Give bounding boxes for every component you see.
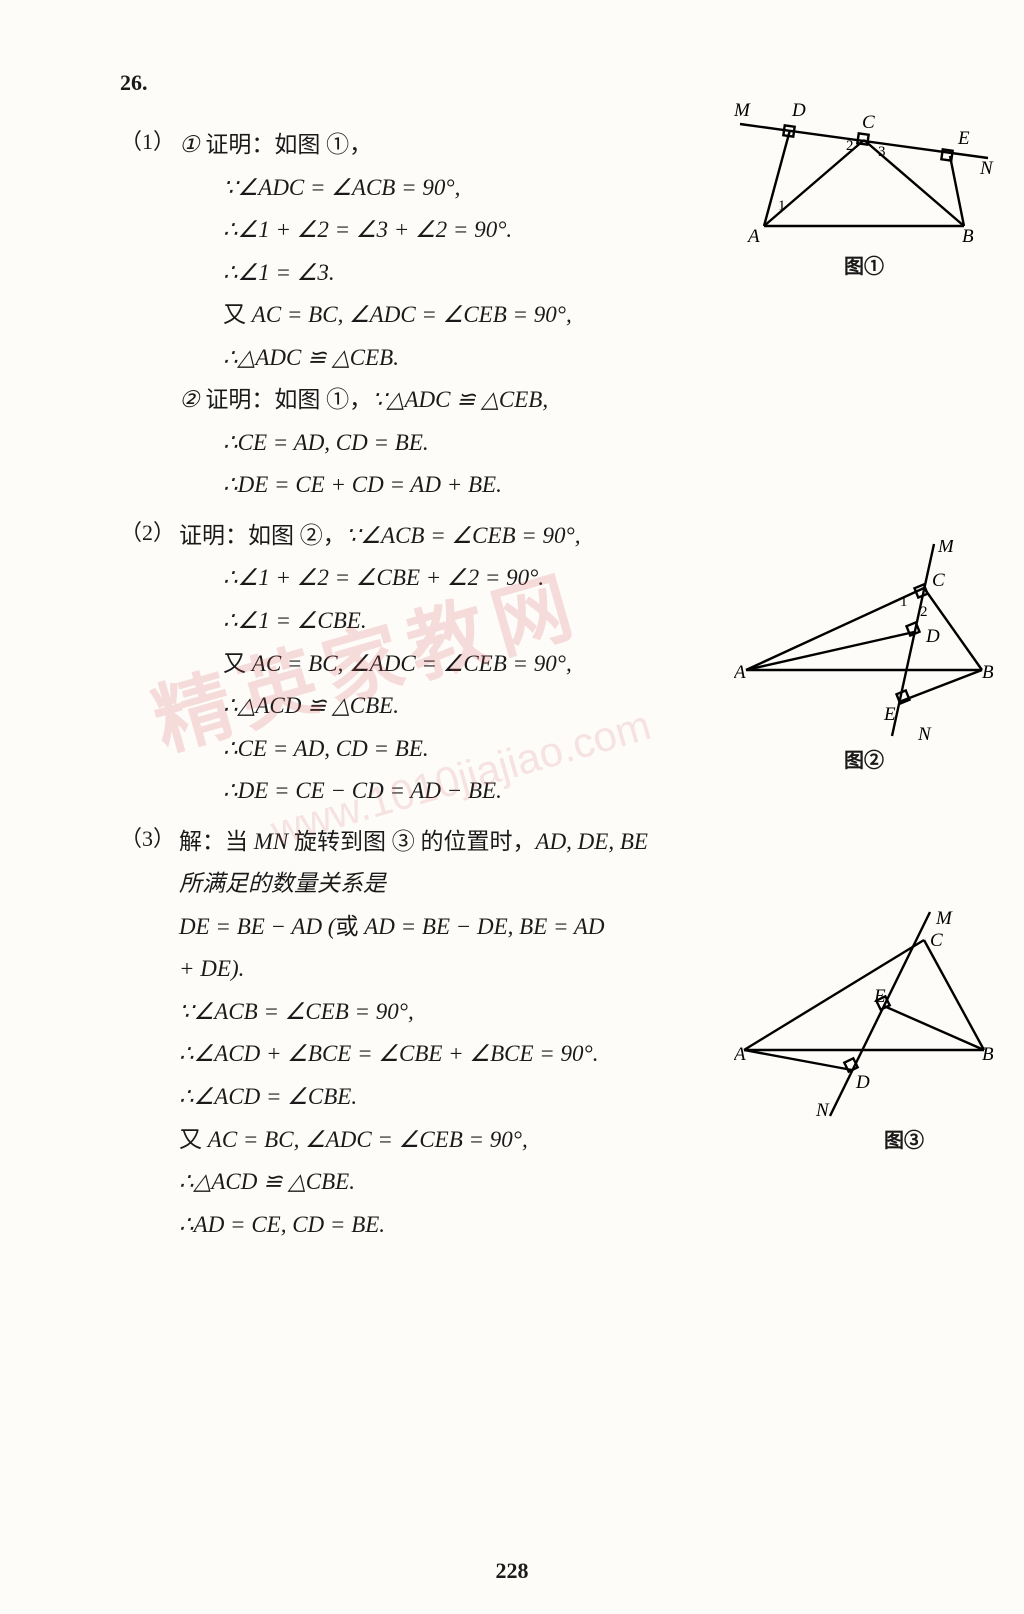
part-2: （2） 证明：如图 ②，∵∠ACB = ∠CEB = 90°, ∴∠1 + ∠2… (120, 515, 934, 813)
page-number: 228 (0, 1558, 1024, 1584)
svg-text:B: B (982, 662, 994, 683)
part-3: （3） 解：当 MN 旋转到图 ③ 的位置时，AD, DE, BE 所满足的数量… (120, 821, 934, 1246)
svg-text:B: B (982, 1044, 994, 1065)
p3-l5: ∵∠ACB = ∠CEB = 90°, (179, 991, 648, 1034)
p2-l1: 证明：如图 ②，∵∠ACB = ∠CEB = 90°, (179, 515, 581, 558)
p1-l2: ∵∠ADC = ∠ACB = 90°, (179, 167, 572, 210)
svg-text:M: M (734, 100, 751, 121)
svg-text:M: M (937, 540, 955, 557)
p1-l7: ② 证明：如图 ①，∵△ADC ≌ △CEB, (179, 379, 572, 422)
p1-l1: ① 证明：如图 ①， (179, 124, 572, 167)
p3-l1: 解：当 MN 旋转到图 ③ 的位置时，AD, DE, BE (179, 821, 648, 864)
p1-l3: ∴∠1 + ∠2 = ∠3 + ∠2 = 90°. (179, 209, 572, 252)
svg-text:N: N (979, 158, 994, 179)
page: 26. M D C E N A B (0, 0, 1024, 1294)
p3-l3: DE = BE − AD (或 AD = BE − DE, BE = AD (179, 906, 648, 949)
p1-l8: ∴CE = AD, CD = BE. (179, 422, 572, 465)
svg-text:D: D (791, 100, 806, 121)
p2-l5: ∴△ACD ≌ △CBE. (179, 685, 581, 728)
p2-l3: ∴∠1 = ∠CBE. (179, 600, 581, 643)
p3-l7: ∴∠ACD = ∠CBE. (179, 1076, 648, 1119)
p3-l10: ∴AD = CE, CD = BE. (179, 1204, 648, 1247)
part-1-tag: （1） (120, 124, 175, 156)
question-number: 26. (120, 70, 934, 96)
p3-l2: 所满足的数量关系是 (179, 863, 648, 906)
part-1: （1） ① 证明：如图 ①， ∵∠ADC = ∠ACB = 90°, ∴∠1 +… (120, 124, 934, 507)
p2-l2: ∴∠1 + ∠2 = ∠CBE + ∠2 = 90°. (179, 557, 581, 600)
p1-l6: ∴△ADC ≌ △CEB. (179, 337, 572, 380)
svg-text:E: E (957, 128, 970, 149)
p2-l6: ∴CE = AD, CD = BE. (179, 728, 581, 771)
p3-l4: + DE). (179, 948, 648, 991)
part-2-tag: （2） (120, 515, 175, 547)
p3-l6: ∴∠ACD + ∠BCE = ∠CBE + ∠BCE = 90°. (179, 1033, 648, 1076)
p3-l8: 又 AC = BC, ∠ADC = ∠CEB = 90°, (179, 1119, 648, 1162)
p3-l9: ∴△ACD ≌ △CBE. (179, 1161, 648, 1204)
svg-text:M: M (935, 910, 953, 929)
svg-text:B: B (962, 226, 974, 246)
p2-l7: ∴DE = CE − CD = AD − BE. (179, 770, 581, 813)
p2-l4: 又 AC = BC, ∠ADC = ∠CEB = 90°, (179, 643, 581, 686)
part-3-tag: （3） (120, 821, 175, 853)
p1-l5: 又 AC = BC, ∠ADC = ∠CEB = 90°, (179, 294, 572, 337)
p1-l4: ∴∠1 = ∠3. (179, 252, 572, 295)
p1-l9: ∴DE = CE + CD = AD + BE. (179, 464, 572, 507)
